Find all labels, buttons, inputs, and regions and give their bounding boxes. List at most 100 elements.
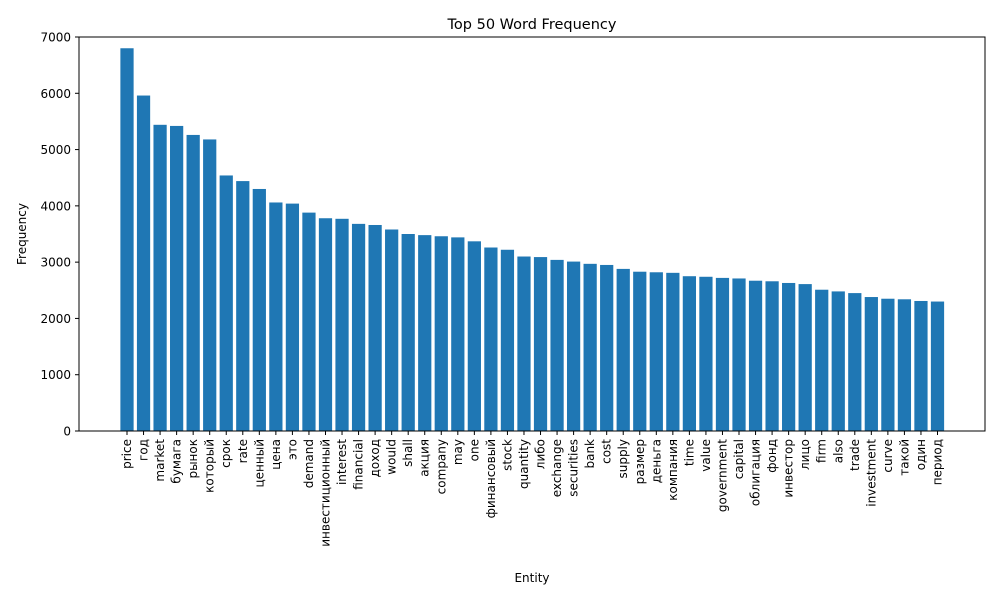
x-tick-label: либо bbox=[534, 439, 548, 469]
bar bbox=[616, 268, 630, 431]
x-tick-label: финансовый bbox=[484, 439, 498, 518]
x-tick-label: investment bbox=[864, 439, 878, 507]
x-axis-title: Entity bbox=[514, 571, 549, 585]
bars bbox=[120, 48, 945, 432]
y-tick-label: 5000 bbox=[40, 143, 71, 157]
x-tick-label: бумага bbox=[170, 439, 184, 484]
x-tick-label: цена bbox=[269, 439, 283, 470]
x-tick-label: would bbox=[385, 439, 399, 475]
bar bbox=[351, 223, 366, 431]
x-tick-label: год bbox=[137, 439, 151, 461]
bar bbox=[451, 237, 465, 431]
y-tick-label: 0 bbox=[63, 425, 71, 439]
plot-frame bbox=[78, 36, 986, 432]
bar bbox=[782, 282, 796, 431]
x-tick-label: rate bbox=[236, 439, 250, 463]
x-tick-label: такой bbox=[897, 439, 911, 476]
x-tick-label: securities bbox=[567, 439, 581, 497]
bar bbox=[269, 202, 283, 431]
x-tick-label: shall bbox=[401, 439, 415, 467]
chart-title: Top 50 Word Frequency bbox=[447, 17, 617, 33]
y-tick-label: 2000 bbox=[40, 312, 71, 326]
bar bbox=[467, 241, 481, 431]
bar bbox=[815, 289, 829, 431]
x-tick-label: exchange bbox=[550, 439, 564, 497]
x-tick-label: demand bbox=[302, 439, 316, 488]
bar bbox=[831, 291, 845, 431]
bar bbox=[385, 229, 399, 431]
bar bbox=[583, 263, 597, 431]
bar bbox=[897, 299, 912, 431]
x-tick-label: ценный bbox=[252, 439, 266, 488]
bar bbox=[930, 301, 945, 431]
x-tick-label: firm bbox=[815, 439, 829, 463]
bar bbox=[666, 272, 680, 431]
x-tick-label: bank bbox=[583, 439, 597, 469]
bar bbox=[550, 259, 564, 431]
x-tick-label: срок bbox=[219, 439, 233, 468]
x-tick-label: период bbox=[931, 439, 945, 485]
bar bbox=[914, 300, 928, 431]
x-tick-label: деньга bbox=[649, 439, 663, 483]
bar bbox=[401, 234, 415, 431]
bar bbox=[881, 298, 895, 431]
x-tick-label: акция bbox=[418, 439, 432, 477]
x-axis: price год market бумага рынок который срок rate… bbox=[120, 431, 945, 547]
bar bbox=[732, 278, 746, 431]
bar bbox=[285, 203, 300, 431]
y-tick-label: 6000 bbox=[40, 87, 71, 101]
bar bbox=[517, 256, 531, 431]
x-tick-label: interest bbox=[335, 439, 349, 485]
y-tick-label: 4000 bbox=[40, 199, 71, 213]
bar bbox=[219, 175, 233, 431]
x-tick-label: облигация bbox=[749, 439, 763, 506]
bar bbox=[335, 218, 349, 431]
bar bbox=[252, 188, 266, 431]
x-tick-label: размер bbox=[633, 439, 647, 484]
x-tick-label: фонд bbox=[765, 439, 779, 473]
bar bbox=[136, 95, 151, 431]
x-tick-label: also bbox=[831, 439, 845, 463]
bar bbox=[533, 257, 548, 431]
x-tick-label: capital bbox=[732, 439, 746, 479]
bar bbox=[368, 224, 382, 431]
y-axis-title: Frequency bbox=[15, 203, 29, 265]
bar bbox=[699, 276, 713, 431]
bar bbox=[566, 261, 581, 431]
x-tick-label: cost bbox=[600, 439, 614, 464]
x-tick-label: one bbox=[467, 439, 481, 461]
bar bbox=[500, 249, 515, 431]
x-tick-label: price bbox=[120, 439, 134, 469]
x-tick-label: may bbox=[451, 439, 465, 465]
y-tick-label: 7000 bbox=[40, 31, 71, 45]
bar bbox=[153, 124, 167, 431]
bar bbox=[715, 277, 730, 431]
x-tick-label: government bbox=[715, 439, 729, 512]
x-tick-label: value bbox=[699, 439, 713, 472]
y-axis: 0 1000 2000 3000 4000 5000 6000 7000 bbox=[40, 31, 79, 439]
x-tick-label: инвестиционный bbox=[318, 439, 332, 547]
x-tick-label: доход bbox=[368, 439, 382, 477]
bar bbox=[848, 293, 862, 431]
bar bbox=[170, 125, 184, 431]
bar bbox=[798, 284, 812, 431]
x-tick-label: лицо bbox=[798, 439, 812, 470]
bar bbox=[649, 272, 663, 431]
x-tick-label: trade bbox=[848, 439, 862, 471]
x-tick-label: company bbox=[434, 439, 448, 494]
bar bbox=[748, 280, 763, 431]
x-tick-label: time bbox=[682, 439, 696, 466]
bar bbox=[302, 212, 316, 431]
bar bbox=[600, 264, 614, 431]
y-tick-label: 1000 bbox=[40, 368, 71, 382]
x-tick-label: который bbox=[203, 439, 217, 493]
x-tick-label: market bbox=[153, 439, 167, 482]
bar bbox=[434, 236, 448, 431]
x-tick-label: один bbox=[914, 439, 928, 470]
bar bbox=[236, 181, 250, 431]
x-tick-label: stock bbox=[500, 439, 514, 471]
bar bbox=[318, 218, 333, 431]
bar bbox=[682, 276, 697, 431]
bar bbox=[765, 281, 779, 431]
